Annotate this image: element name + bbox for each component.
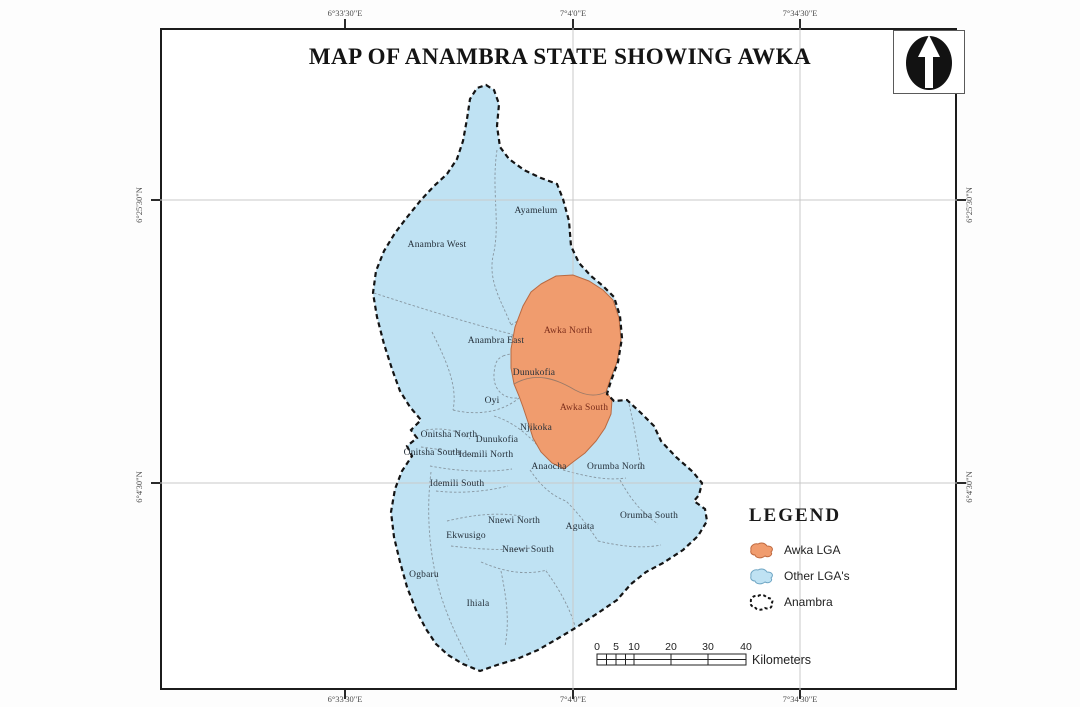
scale-tick-10: 10 [628, 641, 640, 653]
graticule-label-left-upper: 6°25'30"N [134, 187, 144, 223]
other-lgas-swatch-icon [750, 568, 773, 585]
scale-tick-20: 20 [665, 641, 677, 653]
graticule-label-bottom-center: 7°4'0"E [559, 694, 587, 704]
tick-bottom-3 [799, 690, 801, 699]
graticule-label-top-left: 6°33'30"E [327, 8, 363, 18]
tick-top-3 [799, 19, 801, 28]
graticule-label-right-lower: 6°4'30"N [964, 471, 974, 503]
anambra-map-canvas [160, 28, 957, 690]
graticule-gridlines [160, 28, 957, 690]
legend-label-other-lgas: Other LGA's [784, 569, 850, 583]
graticule-label-right-upper: 6°25'30"N [964, 187, 974, 223]
graticule-label-bottom-left: 6°33'30"E [327, 694, 363, 704]
awka-lga-region [510, 274, 622, 470]
graticule-label-bottom-right: 7°34'30"E [782, 694, 818, 704]
state-boundary-outline [371, 83, 709, 673]
awka-north-south-divider [513, 377, 607, 396]
tick-right-2 [957, 482, 966, 484]
graticule-label-left-lower: 6°4'30"N [134, 471, 144, 503]
north-arrow-icon [906, 35, 952, 90]
legend-label-anambra: Anambra [784, 595, 833, 609]
scale-tick-40: 40 [740, 641, 752, 653]
tick-left-2 [151, 482, 160, 484]
graticule-label-top-center: 7°4'0"E [559, 8, 587, 18]
anambra-boundary-swatch-icon [749, 593, 774, 611]
scale-tick-30: 30 [702, 641, 714, 653]
scale-tick-5: 5 [613, 641, 619, 653]
scale-tick-0: 0 [594, 641, 600, 653]
graticule-label-top-right: 7°34'30"E [782, 8, 818, 18]
tick-bottom-1 [344, 690, 346, 699]
map-title: MAP OF ANAMBRA STATE SHOWING AWKA [308, 44, 812, 69]
tick-left-1 [151, 199, 160, 201]
awka-lga-swatch-icon [750, 542, 773, 559]
tick-right-1 [957, 199, 966, 201]
lga-boundaries [373, 149, 662, 661]
tick-bottom-2 [572, 690, 574, 699]
tick-top-1 [344, 19, 346, 28]
legend-item-other-lgas: Other LGA's [748, 566, 948, 588]
scale-bar [596, 653, 747, 666]
tick-top-2 [572, 19, 574, 28]
legend-item-awka-lga: Awka LGA [748, 540, 948, 562]
legend-item-anambra: Anambra [748, 592, 948, 614]
north-arrow-box [893, 30, 965, 94]
legend-label-awka-lga: Awka LGA [784, 543, 841, 557]
legend-title: LEGEND [748, 505, 842, 526]
scale-unit-label: Kilometers [752, 653, 812, 667]
